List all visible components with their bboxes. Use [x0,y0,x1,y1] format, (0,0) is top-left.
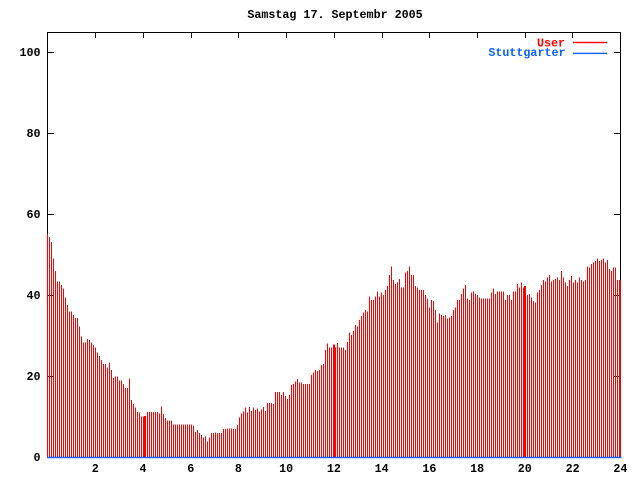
svg-text:20: 20 [518,462,532,476]
svg-text:4: 4 [139,462,146,476]
svg-text:16: 16 [422,462,436,476]
svg-text:12: 12 [327,462,341,476]
svg-text:Stuttgarter: Stuttgarter [488,46,565,60]
svg-text:24: 24 [613,462,627,476]
svg-text:20: 20 [26,370,40,384]
svg-text:60: 60 [26,208,40,222]
svg-text:40: 40 [26,289,40,303]
svg-text:0: 0 [33,451,40,465]
svg-text:User: User [537,37,565,51]
svg-text:80: 80 [26,127,40,141]
svg-text:22: 22 [566,462,580,476]
svg-text:14: 14 [375,462,389,476]
svg-text:100: 100 [19,46,40,60]
svg-text:10: 10 [279,462,293,476]
svg-text:Samstag 17. Septembr 2005: Samstag 17. Septembr 2005 [247,8,422,22]
svg-text:8: 8 [235,462,242,476]
svg-text:2: 2 [92,462,99,476]
svg-text:6: 6 [187,462,194,476]
svg-text:18: 18 [470,462,484,476]
